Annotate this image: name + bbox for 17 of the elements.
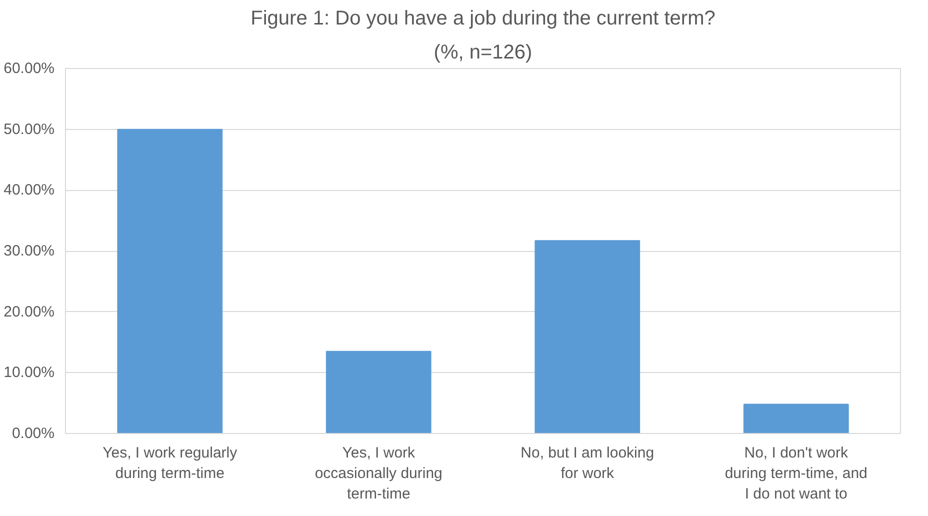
bar xyxy=(326,350,432,434)
x-tick-label: No, I don't work during term-time, and I do not want to xyxy=(724,444,868,502)
y-tick-label: 40.00% xyxy=(4,182,54,199)
x-tick-label: No, but I am looking for work xyxy=(520,444,654,482)
chart-title: Figure 1: Do you have a job during the current term? xyxy=(250,8,716,30)
chart-subtitle: (%, n=126) xyxy=(434,42,532,64)
bar xyxy=(743,404,849,434)
bar xyxy=(534,240,640,434)
y-tick-label: 30.00% xyxy=(4,242,54,260)
x-tick-label: Yes, I work regularly during term-time xyxy=(102,444,238,482)
x-tick-label: Yes, I work occasionally during term-time xyxy=(314,444,442,502)
y-tick-label: 50.00% xyxy=(4,120,54,138)
y-tick-label: 20.00% xyxy=(4,303,54,320)
bar xyxy=(117,128,223,434)
y-tick-label: 0.00% xyxy=(12,425,55,442)
y-tick-label: 60.00% xyxy=(4,60,54,77)
y-tick-label: 10.00% xyxy=(4,364,54,382)
